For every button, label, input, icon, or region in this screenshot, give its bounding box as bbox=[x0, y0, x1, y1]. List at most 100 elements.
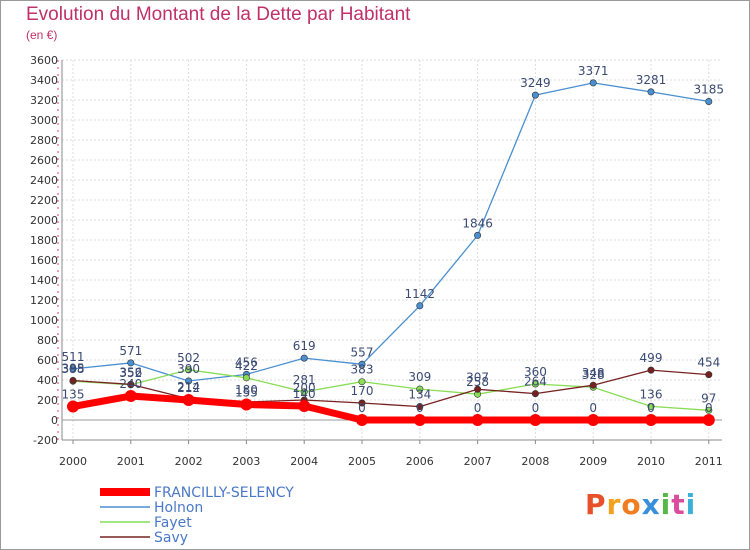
y-tick-label: 800 bbox=[37, 334, 58, 347]
series-line-francilly-selency bbox=[72, 392, 709, 424]
data-point bbox=[587, 414, 600, 426]
series-line-fayet bbox=[72, 369, 709, 411]
data-label: 214 bbox=[177, 380, 200, 394]
data-label: 1846 bbox=[462, 216, 493, 230]
data-point bbox=[647, 366, 655, 374]
data-label: 0 bbox=[474, 401, 482, 415]
data-point bbox=[300, 354, 308, 362]
x-tick-label: 2005 bbox=[348, 455, 376, 468]
legend-label: Holnon bbox=[154, 500, 203, 516]
data-point bbox=[529, 414, 542, 426]
data-label: 97 bbox=[701, 391, 716, 405]
data-label: 3185 bbox=[694, 83, 725, 97]
data-point bbox=[531, 380, 539, 388]
data-label: 0 bbox=[416, 401, 424, 415]
data-label: 499 bbox=[640, 351, 663, 365]
y-tick-label: 2200 bbox=[30, 194, 58, 207]
data-label: 390 bbox=[177, 362, 200, 376]
data-label: 352 bbox=[119, 366, 142, 380]
y-tick-label: 3600 bbox=[30, 54, 58, 67]
data-label: 388 bbox=[62, 362, 85, 376]
logo-letter: x bbox=[641, 488, 661, 521]
data-point bbox=[124, 390, 137, 402]
x-tick-label: 2003 bbox=[232, 455, 260, 468]
data-label: 240 bbox=[119, 377, 142, 391]
grid-lines bbox=[62, 59, 722, 441]
data-point bbox=[702, 414, 715, 426]
chart-unit-label: (en €) bbox=[26, 28, 58, 42]
data-point bbox=[474, 385, 482, 393]
data-label: 360 bbox=[524, 365, 547, 379]
x-tick-label: 2010 bbox=[637, 455, 665, 468]
y-tick-label: -200 bbox=[33, 434, 58, 447]
data-point bbox=[240, 398, 253, 411]
data-label: 170 bbox=[351, 384, 374, 398]
data-label: 281 bbox=[293, 373, 316, 387]
data-label: 3371 bbox=[578, 64, 609, 78]
data-label: 454 bbox=[697, 356, 720, 370]
data-point bbox=[589, 79, 597, 87]
data-label: 571 bbox=[119, 344, 142, 358]
data-point bbox=[242, 374, 250, 382]
legend-label: FRANCILLY-SELENCY bbox=[154, 485, 294, 501]
data-label: 258 bbox=[466, 375, 489, 389]
x-tick-label: 2006 bbox=[406, 455, 434, 468]
data-point bbox=[705, 371, 713, 379]
data-label: 395 bbox=[62, 362, 85, 376]
data-label: 502 bbox=[177, 351, 200, 365]
y-tick-label: 600 bbox=[37, 354, 58, 367]
data-point bbox=[69, 376, 77, 384]
data-point bbox=[705, 98, 713, 106]
data-label: 212 bbox=[177, 381, 200, 395]
data-label: 200 bbox=[293, 381, 316, 395]
y-tick-label: 1400 bbox=[30, 274, 58, 287]
y-tick-label: 200 bbox=[37, 394, 58, 407]
data-label: 134 bbox=[408, 388, 431, 402]
y-tick-label: 3200 bbox=[30, 94, 58, 107]
data-point bbox=[705, 406, 713, 414]
data-label: 3281 bbox=[636, 73, 667, 87]
data-point bbox=[182, 394, 195, 406]
data-point bbox=[358, 378, 366, 386]
data-label: 135 bbox=[62, 388, 85, 402]
data-label: 264 bbox=[524, 375, 547, 389]
y-tick-label: 1600 bbox=[30, 254, 58, 267]
data-label: 1142 bbox=[405, 287, 436, 301]
x-tick-label: 2004 bbox=[290, 455, 318, 468]
data-label: 136 bbox=[640, 387, 663, 401]
series-line-holnon bbox=[72, 82, 709, 382]
data-point bbox=[531, 390, 539, 398]
data-label: 155 bbox=[235, 386, 258, 400]
x-tick-label: 2007 bbox=[464, 455, 492, 468]
data-point bbox=[298, 400, 311, 412]
y-tick-label: 1200 bbox=[30, 294, 58, 307]
logo-letter: r bbox=[606, 488, 622, 521]
logo-letter: o bbox=[621, 488, 642, 521]
data-point bbox=[647, 88, 655, 96]
data-point bbox=[69, 365, 77, 373]
data-point bbox=[358, 399, 366, 407]
data-point bbox=[471, 414, 484, 426]
y-tick-label: 1800 bbox=[30, 234, 58, 247]
data-point bbox=[531, 91, 539, 99]
data-point bbox=[416, 403, 424, 411]
axes: -200020040060080010001200140016001800200… bbox=[30, 54, 723, 468]
logo-letter: P bbox=[585, 488, 607, 521]
x-tick-label: 2008 bbox=[521, 455, 549, 468]
data-point bbox=[358, 360, 366, 368]
data-label: 309 bbox=[408, 370, 431, 384]
data-point bbox=[416, 302, 424, 310]
data-label: 557 bbox=[351, 345, 374, 359]
x-tick-label: 2001 bbox=[117, 455, 145, 468]
logo-letter: t bbox=[671, 488, 686, 521]
data-label: 0 bbox=[647, 401, 655, 415]
chart-title: Evolution du Montant de la Dette par Hab… bbox=[26, 4, 411, 25]
x-tick-label: 2000 bbox=[59, 455, 87, 468]
data-point bbox=[413, 414, 426, 426]
data-label: 3249 bbox=[520, 76, 551, 90]
data-point bbox=[300, 388, 308, 396]
data-point bbox=[185, 366, 193, 374]
data-label: 307 bbox=[466, 370, 489, 384]
data-label: 348 bbox=[582, 366, 605, 380]
data-label: 511 bbox=[62, 350, 85, 364]
